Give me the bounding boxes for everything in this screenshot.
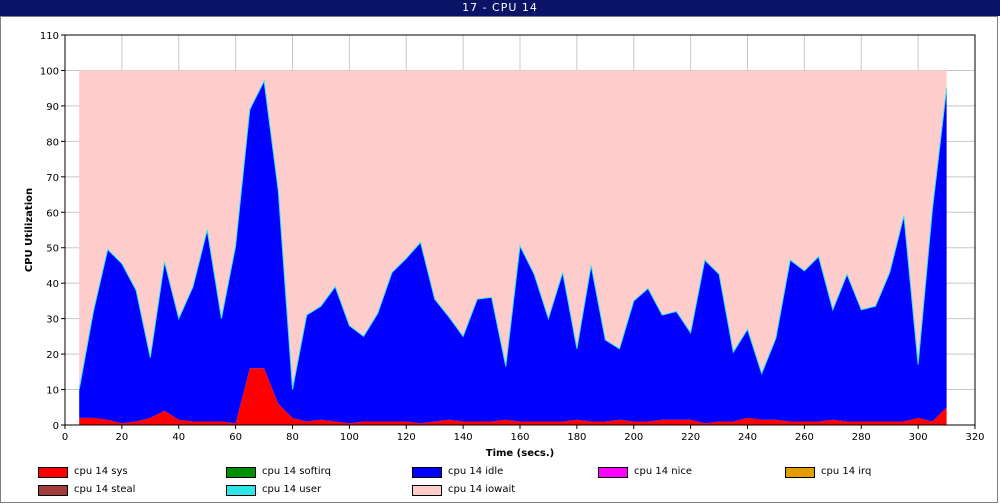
idle-top-line — [78, 79, 948, 390]
legend-item: cpu 14 nice — [598, 466, 692, 480]
legend-swatch — [38, 484, 68, 496]
x-tick-label: 40 — [172, 432, 185, 443]
y-tick-label: 0 — [53, 421, 59, 432]
x-tick-label: 200 — [624, 432, 643, 443]
legend-label: cpu 14 steal — [74, 484, 136, 495]
legend-label: cpu 14 nice — [634, 466, 693, 477]
y-tick-label: 110 — [40, 31, 59, 42]
x-tick-label: 140 — [454, 432, 473, 443]
y-tick-label: 80 — [46, 137, 59, 148]
legend-item: cpu 14 iowait — [412, 484, 515, 498]
y-tick-label: 10 — [46, 386, 59, 397]
y-tick-label: 30 — [46, 315, 59, 326]
x-tick-label: 320 — [965, 432, 984, 443]
chart-frame — [0, 16, 998, 503]
x-tick-label: 260 — [795, 432, 814, 443]
legend-label: cpu 14 irq — [821, 466, 872, 477]
legend-label: cpu 14 idle — [448, 466, 504, 477]
legend-swatch — [38, 466, 68, 478]
cpu-utilization-chart: 0 20 40 60 80 100 120 140 160 180 200 220 240 260 280 3… — [24, 31, 985, 459]
x-tick-label: 0 — [62, 432, 68, 443]
y-tick-label: 20 — [46, 350, 59, 361]
legend-swatch — [598, 466, 628, 478]
legend-swatch — [226, 484, 256, 496]
legend-label: cpu 14 user — [262, 484, 322, 495]
legend-item: cpu 14 softirq — [226, 466, 331, 480]
x-tick-label: 240 — [738, 432, 757, 443]
x-tick-label: 20 — [116, 432, 129, 443]
x-tick-label: 80 — [286, 432, 299, 443]
y-tick-label: 90 — [46, 102, 59, 113]
x-tick-label: 100 — [340, 432, 359, 443]
x-tick-label: 220 — [681, 432, 700, 443]
y-axis-label: CPU Utilization — [24, 188, 35, 272]
x-tick-label: 280 — [852, 432, 871, 443]
legend-label: cpu 14 iowait — [448, 484, 516, 495]
y-tick-label: 100 — [40, 66, 59, 77]
legend-item: cpu 14 idle — [412, 466, 503, 480]
area-cpu-14-iowait — [79, 70, 947, 390]
x-tick-label: 300 — [909, 432, 928, 443]
x-tick-label: 120 — [397, 432, 416, 443]
chart-legend: cpu 14 sys cpu 14 softirq cpu 14 idle cpu 1… — [0, 462, 1000, 504]
legend-item: cpu 14 sys — [38, 466, 128, 480]
legend-swatch — [412, 484, 442, 496]
legend-swatch — [785, 466, 815, 478]
y-tick-label: 70 — [46, 173, 59, 184]
legend-item: cpu 14 user — [226, 484, 321, 498]
legend-item: cpu 14 irq — [785, 466, 871, 480]
legend-item: cpu 14 steal — [38, 484, 135, 498]
y-tick-label: 40 — [46, 279, 59, 290]
area-cpu-14-idle — [79, 81, 947, 424]
y-tick-label: 50 — [46, 244, 59, 255]
legend-label: cpu 14 softirq — [262, 466, 331, 477]
legend-swatch — [226, 466, 256, 478]
legend-swatch — [412, 466, 442, 478]
x-axis-label: Time (secs.) — [486, 448, 555, 459]
x-tick-label: 60 — [229, 432, 242, 443]
window-title: 17 - CPU 14 — [0, 0, 1000, 16]
area-cpu-14-sys — [79, 368, 947, 425]
x-tick-label: 180 — [567, 432, 586, 443]
legend-label: cpu 14 sys — [74, 466, 128, 477]
x-tick-label: 160 — [510, 432, 529, 443]
y-tick-label: 60 — [46, 208, 59, 219]
